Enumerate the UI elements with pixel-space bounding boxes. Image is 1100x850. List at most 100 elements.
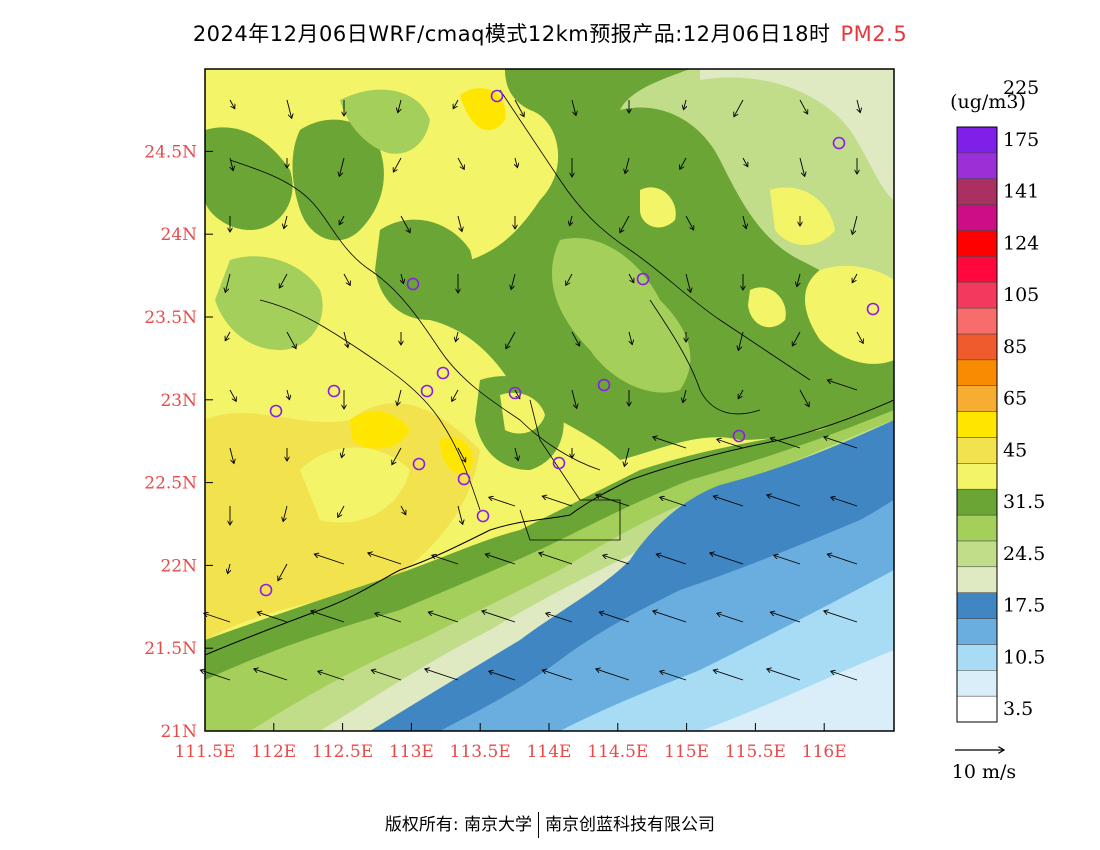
wind-arrow (629, 331, 632, 345)
wind-arrow (852, 215, 858, 234)
wind-arrow (339, 215, 345, 225)
station-marker (406, 277, 420, 291)
wind-arrow (767, 669, 801, 681)
lat-tick-label: 24N (160, 225, 197, 245)
lon-tick-label: 111.5E (174, 742, 235, 762)
lon-tick-label: 112.5E (312, 742, 373, 762)
wind-arrow (228, 563, 230, 574)
station-marker (732, 429, 746, 443)
wind-arrow (738, 389, 744, 399)
legend-swatch (956, 670, 998, 697)
legend-label: 225 (1003, 77, 1039, 99)
wind-arrow (596, 495, 630, 507)
legend-swatch (956, 618, 998, 645)
wind-arrow (542, 496, 573, 507)
lat-tick-label: 24.5N (144, 142, 197, 162)
wind-arrow (338, 505, 345, 517)
lat-tick-label: 23.5N (144, 308, 197, 328)
wind-arrow (457, 215, 462, 232)
lon-tick-label: 114.5E (587, 742, 648, 762)
wind-arrow (824, 611, 858, 623)
color-legend: 3.5 10.5 17.5 24.5 31.5 45 65 85 105 124 141 175 225 (956, 77, 1045, 723)
legend-label: 17.5 (1003, 595, 1045, 617)
wind-arrow (684, 99, 686, 110)
lon-tick-label: 115.5E (725, 742, 786, 762)
legend-unit: (ug/m3) (950, 91, 1026, 113)
wind-arrow (489, 671, 516, 681)
wind-arrow (603, 555, 630, 565)
wind-arrow (742, 157, 748, 167)
copyright-left: 版权所有: 南京大学 (384, 815, 533, 835)
latitude-axis: 21N 21.5N 22N 22.5N 23N 23.5N 24N 24.5N (144, 142, 213, 742)
legend-swatch (956, 385, 998, 412)
wind-arrow (680, 157, 687, 169)
wind-arrow (342, 447, 344, 458)
wind-arrow (743, 215, 746, 229)
wind-arrow (596, 669, 630, 681)
legend-swatch (956, 152, 998, 179)
legend-swatch (956, 695, 998, 723)
station-marker (552, 456, 566, 470)
lat-tick-label: 22.5N (144, 474, 197, 494)
wind-vectors (200, 99, 863, 681)
wind-arrow (792, 331, 801, 346)
chart-title: 2024年12月06日WRF/cmaq模式12km预报产品:12月06日18时 P… (0, 18, 1100, 48)
wind-arrow (799, 157, 805, 176)
wind-arrow (257, 612, 288, 623)
wind-arrow (734, 99, 744, 117)
legend-label: 31.5 (1003, 491, 1045, 513)
wind-arrow (311, 611, 345, 623)
wind-arrow (653, 437, 687, 449)
copyright-footer: 版权所有: 南京大学 南京创蓝科技有限公司 (0, 810, 1100, 838)
wind-arrow (571, 331, 580, 346)
concentration-field (205, 69, 894, 731)
station-marker (597, 378, 611, 392)
legend-label: 10.5 (1003, 646, 1045, 668)
wind-arrow (770, 612, 801, 623)
wind-arrow (685, 215, 694, 230)
legend-swatch (956, 359, 998, 386)
wind-arrow (620, 215, 630, 233)
wind-arrow (392, 447, 402, 465)
wind-arrow (683, 389, 686, 403)
wind-arrow (254, 669, 288, 681)
wind-arrow (824, 437, 858, 449)
wind-arrow (457, 157, 464, 169)
wind-arrow (827, 380, 858, 391)
wind-arrow (797, 273, 800, 287)
copyright-right: 南京创蓝科技有限公司 (545, 815, 716, 835)
lon-tick-label: 112E (251, 742, 296, 762)
legend-swatch (956, 307, 998, 335)
wind-arrow (287, 389, 289, 400)
wind-arrow (852, 273, 858, 283)
wind-arrow (343, 273, 350, 285)
wind-arrow (767, 495, 801, 507)
wind-arrow (432, 555, 459, 565)
lon-tick-label: 114E (527, 742, 572, 762)
wind-arrow (625, 157, 630, 174)
wind-arrow (685, 273, 691, 292)
legend-border (956, 126, 998, 723)
station-marker (508, 386, 522, 400)
lon-tick-label: 113E (389, 742, 434, 762)
longitude-axis: 111.5E 112E 112.5E 113E 113.5E 114E 114.5E 115E… (174, 723, 847, 762)
wind-arrow (515, 157, 517, 168)
wind-arrow (660, 671, 687, 681)
wind-arrow (514, 99, 524, 117)
wind-arrow (660, 497, 687, 507)
station-marker (866, 302, 880, 316)
legend-label: 24.5 (1003, 543, 1045, 565)
wind-arrow (452, 389, 459, 401)
wind-arrow (368, 553, 402, 565)
legend-swatch (956, 463, 998, 490)
wind-arrow (453, 99, 459, 109)
wind-arrow (400, 505, 406, 515)
wind-arrow (546, 613, 573, 623)
wind-arrow (857, 99, 860, 113)
wind-arrow (314, 554, 345, 565)
legend-swatch (956, 204, 998, 231)
wind-arrow (230, 157, 233, 171)
wind-arrow (831, 497, 858, 507)
wind-arrow (628, 273, 634, 283)
